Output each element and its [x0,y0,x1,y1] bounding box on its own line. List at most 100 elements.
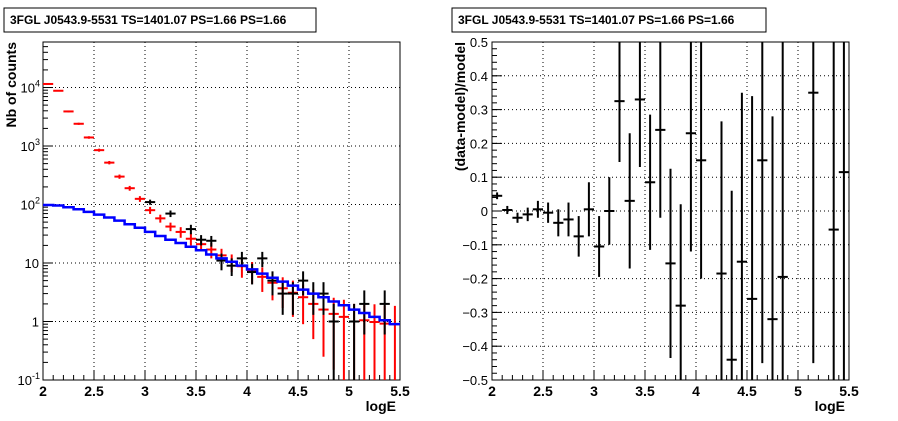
data-point [216,253,227,271]
y-tick-label: −0.4 [462,339,488,354]
series-3 [43,203,400,326]
x-tick-label: 3 [590,383,598,399]
data-point [808,42,819,364]
data-point [553,209,564,237]
data-point [134,196,145,202]
data-point [685,42,696,252]
x-axis-label: logE [815,398,845,414]
y-tick-label: 1 [32,315,39,330]
data-point [665,168,676,359]
data-point [502,205,513,215]
data-point [328,303,339,380]
x-tick-label: 5 [345,383,353,399]
data-point [114,174,125,179]
data-point [257,267,268,292]
data-point [155,214,166,223]
data-point [747,96,758,380]
data-point [318,282,329,315]
x-tick-label: 2.5 [84,383,104,399]
data-point [767,116,778,380]
x-tick-label: 2 [39,383,47,399]
series-1 [492,42,849,380]
data-point [492,192,503,200]
data-point [624,133,635,269]
data-point [175,227,186,238]
data-point [543,202,554,223]
data-point [777,42,788,380]
data-point [73,122,84,125]
x-tick-label: 2 [488,383,496,399]
chart-title: 3FGL J0543.9-5531 TS=1401.07 PS=1.66 PS=… [10,13,287,27]
data-point [522,207,533,222]
data-point [43,82,54,85]
data-point [583,182,594,237]
data-point [206,235,217,247]
x-tick-label: 5.5 [839,383,859,399]
y-tick-label: 0 [481,204,488,219]
y-axis-label: Nb of counts [3,42,19,128]
data-point [83,136,94,139]
data-point [563,202,574,237]
model-step-line [43,203,400,326]
data-point [349,303,360,380]
data-point [696,42,707,279]
chart-title-box [451,7,767,33]
x-tick-label: 3.5 [186,383,206,399]
data-point [655,42,666,218]
x-tick-label: 4 [692,383,700,399]
data-point [165,210,176,218]
y-axis-label: (data-model)/model [452,42,468,171]
y-tick-label: −0.3 [462,305,488,320]
y-tick-label: 102 [21,196,40,213]
data-point [614,42,625,162]
data-point [604,177,615,245]
chart-panel-1: 3FGL J0543.9-5531 TS=1401.07 PS=1.66 PS=… [3,7,410,414]
data-point [53,89,64,92]
data-point [124,185,135,191]
data-point [338,299,349,380]
data-point [165,222,176,232]
y-tick-label: −0.2 [462,272,488,287]
data-point [838,42,849,380]
data-point [736,92,747,380]
data-point [104,160,115,165]
data-point [247,263,258,285]
data-point [257,251,268,268]
data-point [196,235,207,246]
data-point [645,114,656,250]
y-tick-label: 0.4 [470,69,488,84]
y-tick-label: 104 [21,79,40,96]
data-point [726,190,737,380]
x-axis-label: logE [366,398,396,414]
y-tick-label: 103 [21,137,40,154]
data-point [757,42,768,364]
data-point [573,216,584,257]
data-point [716,121,727,380]
x-tick-label: 4.5 [288,383,308,399]
data-point [145,199,156,205]
x-tick-label: 4 [243,383,251,399]
y-tick-label: 0.3 [470,103,488,118]
y-tick-label: −0.5 [462,373,488,388]
data-point [675,204,686,380]
x-tick-label: 4.5 [737,383,757,399]
data-point [298,271,309,296]
data-point [594,216,605,277]
data-point [828,42,839,380]
data-point [287,282,298,315]
y-tick-label: 0.5 [470,35,488,50]
x-tick-label: 5 [794,383,802,399]
data-point [532,200,543,218]
data-point [277,282,288,315]
plot-frame [42,41,401,381]
chart-title: 3FGL J0543.9-5531 TS=1401.07 PS=1.66 PS=… [458,13,735,27]
x-tick-label: 3.5 [635,383,655,399]
data-point [185,224,196,235]
chart-panel-2: 3FGL J0543.9-5531 TS=1401.07 PS=1.66 PS=… [451,7,859,414]
chart-title-box [3,7,317,33]
data-point [94,148,105,152]
data-point [634,42,645,168]
data-point [267,271,278,296]
x-tick-label: 3 [141,383,149,399]
y-tick-label: 10-1 [18,371,40,388]
